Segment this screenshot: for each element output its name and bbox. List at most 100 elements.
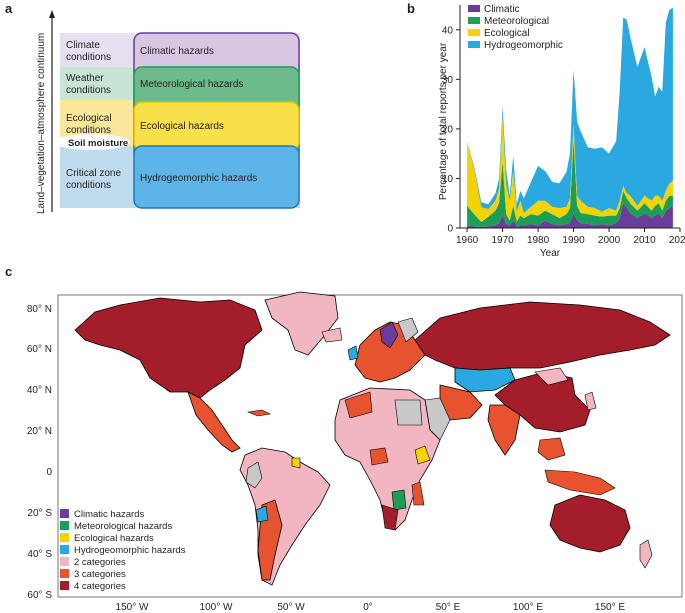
x-tick-label: 1990 [562,235,585,246]
country-indonesia [544,469,616,496]
y-tick-label: 30 [442,75,454,86]
country-cuba [246,409,271,417]
x-tick-label: 1980 [527,235,550,246]
lat-tick-label: 40° S [27,549,52,560]
soil-moisture-blob [54,134,130,150]
country-kazakhstan [454,367,516,393]
country-mongolia [534,367,569,386]
lon-tick-label: 150° W [116,602,149,613]
map-legend: Climatic hazards Meteorological hazards … [60,509,186,592]
country-australia [549,494,631,553]
lat-ticks: 80° N 60° N 40° N 20° N 0 20° S 40° S 60… [27,304,53,601]
country-iceland [321,327,343,343]
y-tick-label: 10 [442,174,454,185]
series-area-hydrogeomorphic [467,7,673,214]
country-southeast-asia [537,437,566,461]
country-finland [397,317,419,343]
country-japan [584,391,597,411]
lon-tick-label: 0° [363,602,373,613]
legend-label: Climatic hazards [74,509,144,520]
panel-a: Land–vegetation–atmosphere continuum Cli… [36,10,300,214]
soil-moisture-label: Soil moisture [68,138,128,149]
chart-areas [467,7,673,228]
country-norway-sweden [379,321,399,349]
series-area-ecological [467,116,673,223]
y-axis-label: Percentage of total reports per year [438,42,449,200]
country-mexico [187,391,241,453]
x-tick-label: 1960 [456,235,479,246]
country-new-zealand [639,539,653,569]
chart-legend: ClimaticMeteorologicalEcologicalHydrogeo… [468,4,563,51]
panel-label-a: a [5,1,13,16]
lat-tick-label: 20° S [27,508,52,519]
country-ethiopia [414,445,431,465]
x-axis-label: Year [540,248,561,259]
country-china [494,371,591,433]
country-uk [347,345,359,361]
country-libya-egypt [394,399,423,426]
legend-label: Meteorological [484,16,549,27]
panel-label-c: c [5,264,12,279]
lat-tick-label: 0 [46,467,52,478]
legend-swatch [468,41,480,48]
series-area-climatic [467,203,673,228]
lat-tick-label: 60° S [27,590,52,601]
country-south-africa [381,504,399,531]
x-tick-label: 2010 [633,235,656,246]
country-madagascar [411,481,425,506]
lat-tick-label: 60° N [27,344,52,355]
hazard-label-hydrogeomorphic: Hydrogeomorphic hazards [140,173,257,184]
country-greenland [264,291,339,356]
lon-ticks: 150° W 100° W 50° W 0° 50° E 100° E 150°… [116,602,626,613]
lon-tick-label: 150° E [595,602,625,613]
legend-swatch [468,5,480,12]
lat-tick-label: 40° N [27,385,52,396]
legend-label: Meteorological hazards [74,521,172,532]
legend-swatch [60,533,69,542]
hydrogeomorphic-hazards-box [133,145,300,209]
legend-label: 2 categories [74,557,126,568]
country-zimbabwe [391,489,407,511]
legend-swatch [60,557,69,566]
country-india [487,404,521,456]
legend-label: Ecological [484,28,530,39]
series-area-meteorological [467,138,673,228]
row-label-critical-zone: Critical zone conditions [66,168,124,191]
panel-c-map: 80° N 60° N 40° N 20° N 0 20° S 40° S 60… [27,291,683,613]
country-usa-canada [74,297,263,399]
legend-swatch [60,581,69,590]
legend-label: Hydrogeomorphic hazards [74,545,186,556]
row-label-climate: Climate conditions [66,40,111,63]
lon-tick-label: 50° W [277,602,305,613]
legend-label: 4 categories [74,581,126,592]
legend-swatch [60,521,69,530]
legend-label: Ecological hazards [74,533,154,544]
legend-swatch [468,29,480,36]
lon-tick-label: 100° W [200,602,233,613]
country-bolivia [255,505,269,523]
continuum-axis-label: Land–vegetation–atmosphere continuum [36,33,47,214]
lat-tick-label: 80° N [27,304,52,315]
hazard-label-ecological: Ecological hazards [140,121,224,132]
country-nigeria [369,447,389,466]
country-guiana [291,457,301,469]
hazard-label-climatic: Climatic hazards [140,46,214,57]
lon-tick-label: 50° E [436,602,461,613]
legend-label: Hydrogeomorphic [484,40,563,51]
y-tick-label: 40 [442,25,454,36]
legend-swatch [60,509,69,518]
country-morocco-algeria [344,391,373,419]
legend-swatch [60,569,69,578]
lat-tick-label: 20° N [27,426,52,437]
y-tick-label: 0 [447,224,453,235]
legend-swatch [468,17,480,24]
hazard-label-meteorological: Meteorological hazards [140,79,243,90]
legend-label: 3 categories [74,569,126,580]
legend-label: Climatic [484,4,520,15]
legend-swatch [60,545,69,554]
lon-tick-label: 100° E [513,602,543,613]
